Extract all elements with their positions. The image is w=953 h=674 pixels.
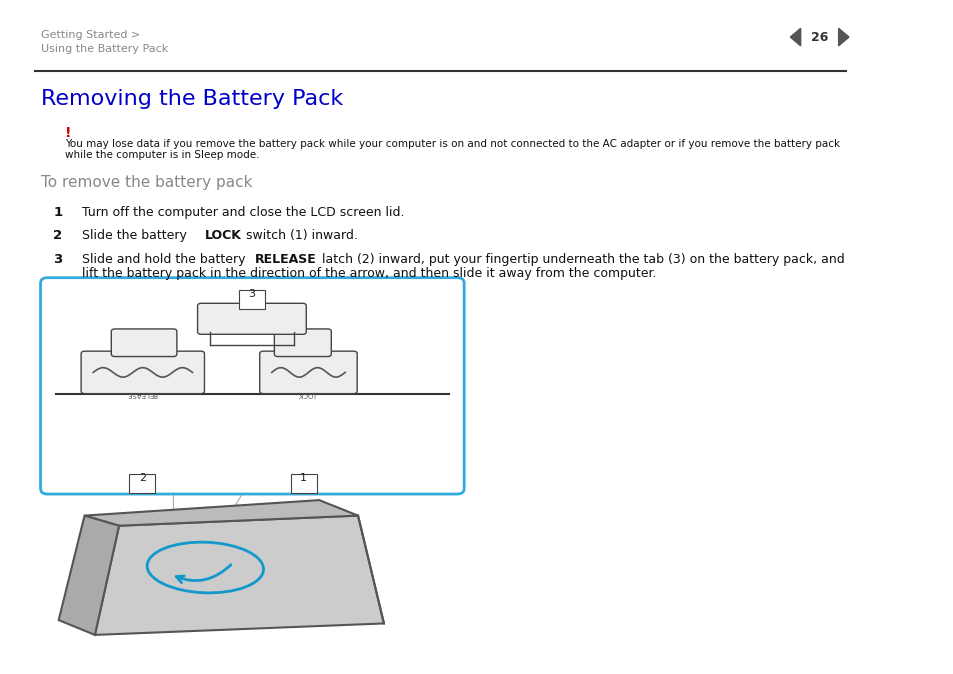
Text: 26: 26 [810, 30, 827, 44]
Text: Slide the battery: Slide the battery [82, 229, 191, 242]
Text: latch (2) inward, put your fingertip underneath the tab (3) on the battery pack,: latch (2) inward, put your fingertip und… [317, 253, 843, 266]
Text: 2: 2 [53, 229, 63, 242]
Text: lift the battery pack in the direction of the arrow, and then slide it away from: lift the battery pack in the direction o… [82, 267, 656, 280]
Text: RELEASE: RELEASE [254, 253, 316, 266]
Text: Slide and hold the battery: Slide and hold the battery [82, 253, 249, 266]
Polygon shape [85, 500, 357, 526]
FancyBboxPatch shape [291, 474, 316, 493]
FancyBboxPatch shape [81, 351, 204, 394]
Text: 1: 1 [300, 472, 307, 483]
FancyBboxPatch shape [130, 474, 155, 493]
Text: LOCK: LOCK [296, 391, 315, 397]
Text: LOCK: LOCK [205, 229, 242, 242]
Text: Turn off the computer and close the LCD screen lid.: Turn off the computer and close the LCD … [82, 206, 404, 218]
Text: Getting Started >: Getting Started > [41, 30, 140, 40]
FancyBboxPatch shape [41, 278, 464, 494]
FancyBboxPatch shape [239, 290, 265, 309]
Text: To remove the battery pack: To remove the battery pack [41, 175, 253, 190]
FancyBboxPatch shape [197, 303, 306, 334]
FancyBboxPatch shape [274, 329, 331, 357]
Text: Removing the Battery Pack: Removing the Battery Pack [41, 89, 343, 109]
Polygon shape [838, 28, 848, 46]
Text: switch (1) inward.: switch (1) inward. [241, 229, 357, 242]
Text: 2: 2 [138, 472, 146, 483]
Text: You may lose data if you remove the battery pack while your computer is on and n: You may lose data if you remove the batt… [65, 139, 839, 160]
FancyBboxPatch shape [112, 329, 176, 357]
Text: 3: 3 [53, 253, 63, 266]
Polygon shape [789, 28, 800, 46]
Text: Using the Battery Pack: Using the Battery Pack [41, 44, 169, 54]
Text: 1: 1 [53, 206, 63, 218]
Text: 3: 3 [248, 288, 255, 299]
Polygon shape [58, 516, 119, 635]
FancyBboxPatch shape [259, 351, 356, 394]
Polygon shape [94, 516, 383, 635]
Text: !: ! [65, 126, 71, 140]
Text: RELEASE: RELEASE [127, 391, 157, 397]
